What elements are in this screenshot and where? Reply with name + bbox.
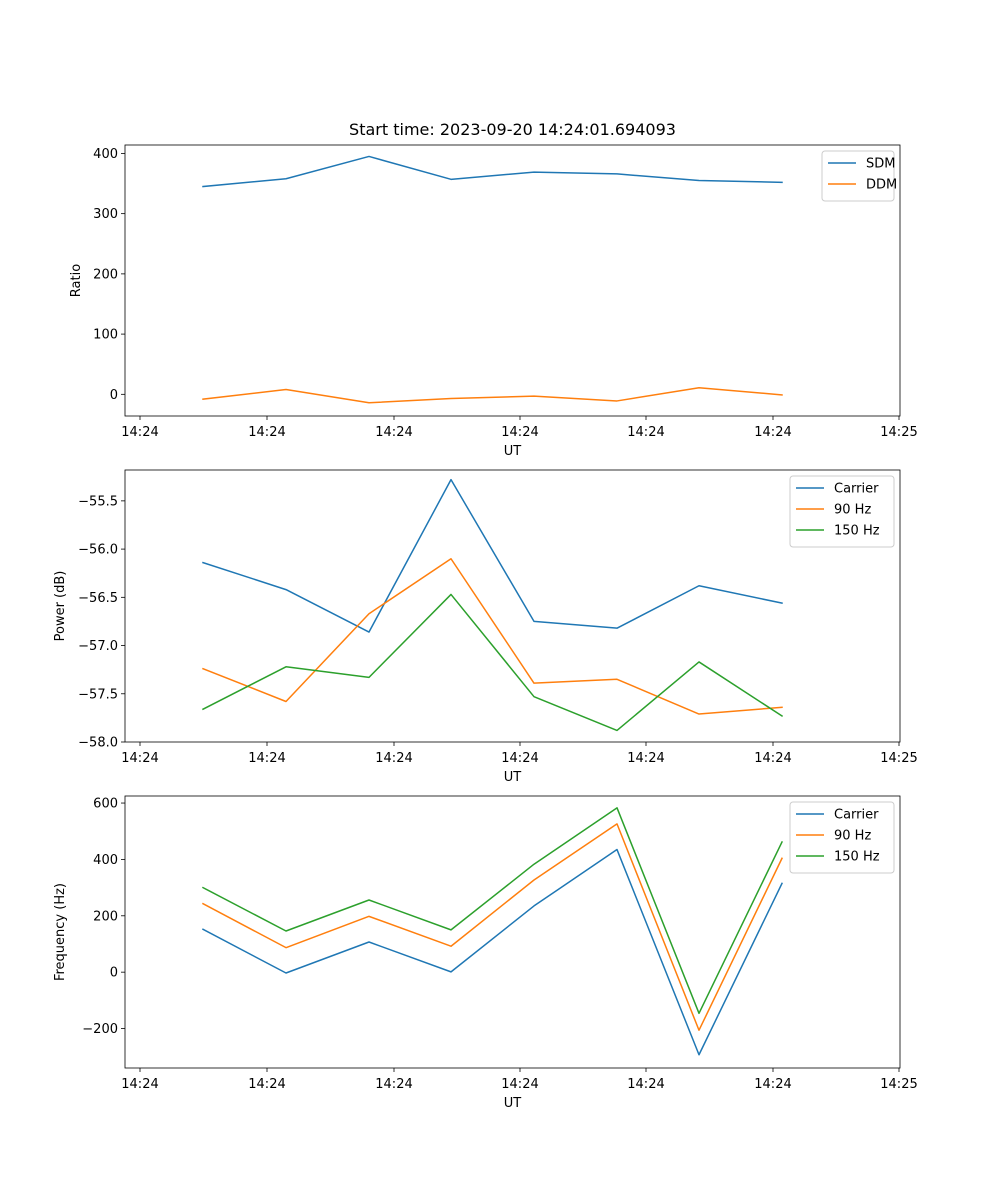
x-tick-label: 14:25 <box>880 425 917 440</box>
x-axis-label: UT <box>504 770 522 785</box>
y-tick-label: −200 <box>82 1022 118 1037</box>
y-tick-label: 200 <box>93 909 118 924</box>
y-tick-label: −56.0 <box>78 543 118 558</box>
legend-label: DDM <box>866 178 897 193</box>
axes-frame <box>124 795 901 1069</box>
y-tick-label: 400 <box>93 853 118 868</box>
series-line-ddm <box>202 386 783 404</box>
x-tick-label: 14:24 <box>375 1077 412 1092</box>
x-tick-label: 14:24 <box>501 425 538 440</box>
x-tick-label: 14:24 <box>121 425 158 440</box>
legend-label: 150 Hz <box>834 850 880 865</box>
x-tick-label: 14:24 <box>121 1077 158 1092</box>
x-tick-label: 14:24 <box>375 425 412 440</box>
chart-panel-1: Start time: 2023-09-20 14:24:01.694093 0 1… <box>69 120 918 459</box>
y-tick-label: −55.5 <box>78 494 118 509</box>
legend-label: 90 Hz <box>834 829 871 844</box>
x-tick-label: 14:24 <box>754 1077 791 1092</box>
y-tick-label: −58.0 <box>78 736 118 751</box>
series-line-90-hz <box>202 557 783 715</box>
y-tick-label: 300 <box>93 207 118 222</box>
series-line-150-hz <box>201 807 784 1015</box>
x-tick-label: 14:24 <box>627 1077 664 1092</box>
x-axis-label: UT <box>504 1096 522 1111</box>
legend-label: SDM <box>866 157 895 172</box>
legend: SDM DDM <box>821 150 897 202</box>
series-line-carrier <box>202 478 783 633</box>
x-tick-label: 14:24 <box>501 1077 538 1092</box>
y-axis-label: Frequency (Hz) <box>53 883 68 981</box>
y-axis-label: Ratio <box>69 264 84 297</box>
y-tick-label: 0 <box>110 388 118 403</box>
y-tick-label: 100 <box>93 328 118 343</box>
x-tick-label: 14:24 <box>627 425 664 440</box>
y-tick-label: −57.0 <box>78 639 118 654</box>
series-line-90-hz <box>201 823 784 1031</box>
legend: Carrier 90 Hz 150 Hz <box>789 801 895 874</box>
x-tick-label: 14:24 <box>248 1077 285 1092</box>
chart-title: Start time: 2023-09-20 14:24:01.694093 <box>349 120 676 139</box>
y-tick-label: 200 <box>93 267 118 282</box>
x-tick-label: 14:24 <box>754 751 791 766</box>
x-tick-label: 14:24 <box>248 425 285 440</box>
legend: Carrier 90 Hz 150 Hz <box>789 475 895 548</box>
x-tick-label: 14:24 <box>754 425 791 440</box>
series-line-sdm <box>202 155 783 188</box>
chart-panel-3: −200 0 200 400 600 14:24 14:24 14:24 14:24 14:24 1… <box>53 795 918 1111</box>
y-tick-label: 0 <box>110 966 118 981</box>
y-axis-label: Power (dB) <box>53 571 68 642</box>
x-tick-label: 14:24 <box>121 751 158 766</box>
x-tick-label: 14:24 <box>248 751 285 766</box>
x-axis-label: UT <box>504 444 522 459</box>
legend-label: Carrier <box>834 482 879 497</box>
y-tick-label: −57.5 <box>78 687 118 702</box>
legend-label: 90 Hz <box>834 503 871 518</box>
series-line-150-hz <box>201 593 784 732</box>
x-tick-label: 14:25 <box>880 1077 917 1092</box>
y-tick-label: −56.5 <box>78 591 118 606</box>
axes-frame <box>124 144 901 417</box>
legend-label: 150 Hz <box>834 524 880 539</box>
legend-label: Carrier <box>834 808 879 823</box>
series-line-carrier <box>201 848 784 1056</box>
axes-frame <box>124 469 901 743</box>
x-tick-label: 14:25 <box>880 751 917 766</box>
x-tick-label: 14:24 <box>375 751 412 766</box>
y-tick-label: 600 <box>93 797 118 812</box>
chart-panel-2: −58.0 −57.5 −57.0 −56.5 −56.0 −55.5 14:24 14:24… <box>53 469 918 785</box>
x-tick-label: 14:24 <box>501 751 538 766</box>
x-tick-label: 14:24 <box>627 751 664 766</box>
y-tick-label: 400 <box>93 147 118 162</box>
